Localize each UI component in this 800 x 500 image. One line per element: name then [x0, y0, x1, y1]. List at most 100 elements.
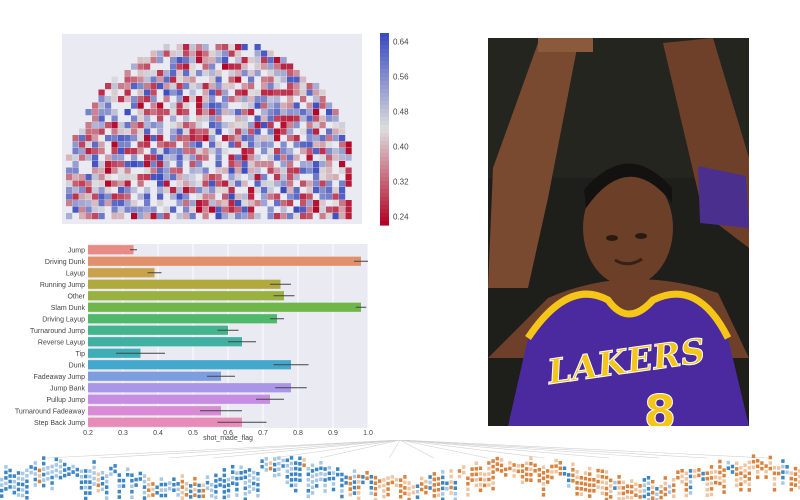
heatmap-cell-662 [176, 187, 183, 194]
heatmap-cell-203 [319, 96, 326, 103]
heatmap-cell-780 [248, 206, 255, 213]
heatmap-cell-400 [72, 141, 79, 148]
heatmap-cell-8 [228, 44, 235, 51]
heatmap-cell-791 [345, 206, 352, 213]
heatmap-cell-360 [326, 128, 333, 135]
tree-node-593 [667, 490, 672, 494]
bar-pullup-jump [88, 394, 270, 404]
heatmap-cell-237 [124, 109, 131, 116]
tree-node-63 [58, 470, 63, 474]
heatmap-cell-684 [66, 193, 73, 200]
tree-node-433 [487, 461, 491, 465]
tree-node-574 [646, 481, 651, 486]
heatmap-cell-611 [66, 180, 73, 187]
tree-node-211 [239, 465, 243, 470]
tree-node-600 [680, 469, 684, 473]
tree-node-265 [294, 477, 298, 482]
tree-node-432 [483, 483, 487, 488]
heatmap-cell-430 [319, 141, 326, 148]
tree-node-256 [289, 456, 294, 460]
tree-node-394 [441, 481, 445, 485]
heatmap-cell-362 [339, 128, 346, 135]
heatmap-cell-723 [92, 200, 99, 207]
colorbar-segment-22 [380, 121, 389, 126]
tree-node-277 [306, 478, 310, 482]
heatmap-cell-9 [235, 44, 242, 51]
heatmap-cell-314 [228, 122, 235, 129]
tree-node-368 [407, 497, 411, 500]
heatmap-cell-554 [196, 167, 203, 174]
tree-node-514 [583, 476, 588, 481]
tree-node-305 [331, 482, 336, 486]
heatmap-cell-20 [202, 50, 209, 57]
heatmap-cell-108 [235, 76, 242, 83]
heatmap-cell-730 [144, 200, 151, 207]
heatmap-cell-510 [105, 161, 112, 168]
bar-category-label: Driving Layup [42, 316, 85, 323]
heatmap-cell-756 [72, 206, 79, 213]
tree-node-68 [67, 466, 71, 471]
tree-node-372 [415, 489, 420, 494]
heatmap-cell-473 [79, 154, 86, 161]
heatmap-cell-546 [124, 167, 131, 174]
heatmap-cell-740 [228, 200, 235, 207]
heatmap-cell-706 [241, 193, 248, 200]
heatmap-cell-58 [209, 63, 216, 70]
heatmap-cell-104 [189, 76, 196, 83]
tree-node-281 [310, 463, 315, 468]
tree-node-568 [638, 495, 642, 499]
heatmap-cell-659 [157, 187, 164, 194]
heatmap-cell-290 [313, 115, 320, 122]
tree-node-243 [273, 468, 277, 472]
heatmap-cell-316 [241, 122, 248, 129]
heatmap-cell-469 [339, 148, 346, 155]
tree-node-425 [478, 466, 483, 471]
heatmap-cell-106 [215, 76, 222, 83]
tree-node-115 [117, 495, 121, 499]
heatmap-cell-377 [176, 135, 183, 142]
tree-node-290 [315, 484, 319, 488]
tree-node-18 [16, 476, 21, 481]
tree-node-355 [394, 478, 399, 482]
tree-node-102 [105, 474, 109, 478]
tree-node-103 [105, 479, 109, 484]
heatmap-cell-787 [319, 206, 326, 213]
tree-node-414 [466, 482, 470, 486]
tree-node-431 [483, 478, 487, 482]
heatmap-cell-729 [131, 200, 138, 207]
tree-node-235 [260, 464, 264, 469]
tree-node-577 [646, 498, 651, 500]
heatmap-cell-83 [228, 70, 235, 77]
tree-node-599 [676, 475, 680, 480]
tree-node-395 [441, 486, 445, 491]
tree-node-241 [273, 457, 277, 461]
heatmap-cell-302 [137, 122, 144, 129]
tree-node-446 [495, 467, 499, 472]
heatmap-cell-609 [332, 174, 339, 181]
heatmap-cell-170 [293, 89, 300, 96]
tree-node-406 [453, 486, 457, 490]
heatmap-cell-712 [293, 193, 300, 200]
heatmap-cell-750 [306, 200, 313, 207]
heatmap-cell-697 [170, 193, 177, 200]
tree-node-269 [298, 462, 302, 466]
tree-node-132 [142, 490, 147, 495]
heatmap-cell-22 [215, 50, 222, 57]
tree-node-520 [588, 483, 592, 487]
tree-node-270 [298, 467, 302, 472]
heatmap-cell-15 [170, 50, 177, 57]
tree-node-464 [525, 467, 529, 471]
heatmap-cell-623 [163, 180, 170, 187]
heatmap-cell-212 [176, 102, 183, 109]
heatmap-cell-101 [170, 76, 177, 83]
heatmap-cell-179 [124, 96, 131, 103]
tree-node-618 [701, 477, 705, 481]
tree-node-171 [193, 487, 197, 492]
heatmap-cell-149 [124, 89, 131, 96]
tree-node-437 [487, 483, 491, 487]
tree-node-130 [142, 479, 147, 484]
heatmap-cell-449 [183, 148, 190, 155]
tree-node-336 [369, 486, 373, 490]
heatmap-cell-446 [163, 148, 170, 155]
heatmap-cell-679 [313, 187, 320, 194]
